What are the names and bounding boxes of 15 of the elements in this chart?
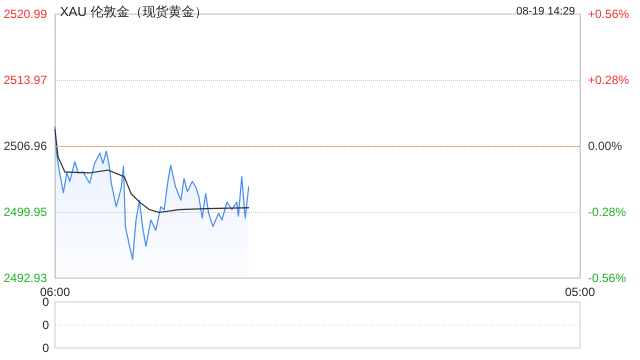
text: 0 bbox=[42, 341, 50, 355]
y-tick-label: 2506.96 bbox=[4, 139, 48, 153]
y2-tick-label: -0.56% bbox=[588, 271, 626, 285]
chart-title: XAU 伦敦金（现货黄金） bbox=[60, 4, 208, 19]
y-tick-label: 2520.99 bbox=[4, 7, 48, 21]
y-tick-label: 2499.95 bbox=[4, 204, 48, 219]
y2-tick-label: 0.00% bbox=[588, 139, 622, 153]
y-tick-label: 2492.93 bbox=[4, 271, 48, 285]
y2-tick-label: +0.28% bbox=[588, 73, 630, 87]
y-tick-label: 2513.97 bbox=[4, 73, 48, 88]
text: 0 bbox=[42, 318, 50, 332]
x-tick-label: 05:00 bbox=[564, 285, 596, 299]
y2-tick-label: -0.28% bbox=[588, 205, 626, 219]
annotation: 08-19 14:29 bbox=[516, 6, 575, 18]
y2-tick-label: +0.56% bbox=[588, 7, 630, 21]
